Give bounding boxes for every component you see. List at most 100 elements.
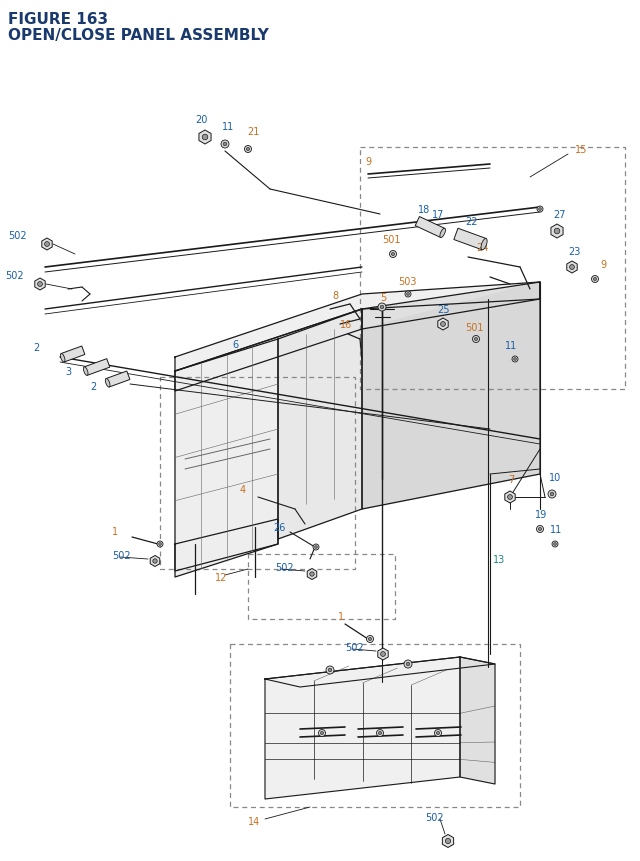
Circle shape (440, 322, 445, 327)
Circle shape (552, 542, 558, 548)
Circle shape (405, 292, 411, 298)
Polygon shape (175, 310, 362, 392)
Text: 502: 502 (5, 270, 24, 281)
Ellipse shape (440, 229, 445, 238)
Polygon shape (61, 347, 85, 362)
Polygon shape (454, 229, 486, 251)
Circle shape (381, 652, 385, 657)
Polygon shape (438, 319, 448, 331)
Circle shape (435, 729, 442, 737)
Polygon shape (307, 569, 317, 579)
Circle shape (536, 526, 543, 533)
Polygon shape (460, 657, 495, 784)
Circle shape (390, 251, 397, 258)
Polygon shape (567, 262, 577, 274)
Circle shape (221, 141, 229, 149)
Polygon shape (265, 657, 495, 687)
Circle shape (326, 666, 334, 674)
Polygon shape (175, 339, 278, 578)
Circle shape (315, 546, 317, 548)
Text: 18: 18 (418, 205, 430, 214)
Circle shape (313, 544, 319, 550)
Circle shape (153, 559, 157, 564)
Circle shape (436, 732, 440, 734)
Circle shape (246, 148, 250, 152)
Circle shape (508, 495, 513, 500)
Ellipse shape (83, 368, 88, 376)
Circle shape (45, 242, 49, 247)
Circle shape (550, 492, 554, 496)
Polygon shape (265, 657, 460, 799)
Text: 12: 12 (215, 573, 227, 582)
Polygon shape (150, 556, 160, 567)
Circle shape (159, 543, 161, 546)
Polygon shape (362, 282, 540, 330)
Circle shape (38, 282, 42, 287)
Circle shape (202, 135, 208, 140)
Polygon shape (42, 238, 52, 251)
Circle shape (512, 356, 518, 362)
Circle shape (328, 668, 332, 672)
Text: 5: 5 (380, 293, 387, 303)
Polygon shape (175, 282, 540, 372)
Ellipse shape (481, 239, 487, 251)
Circle shape (570, 265, 575, 270)
Polygon shape (551, 225, 563, 238)
Text: 13: 13 (493, 554, 505, 564)
Circle shape (538, 528, 541, 531)
Text: 14: 14 (248, 816, 260, 826)
Text: 23: 23 (568, 247, 580, 257)
Circle shape (319, 729, 326, 737)
Text: 25: 25 (437, 305, 449, 314)
Text: FIGURE 163: FIGURE 163 (8, 12, 108, 27)
Text: 17: 17 (432, 210, 444, 220)
Text: 15: 15 (575, 145, 588, 155)
Circle shape (369, 638, 372, 641)
Circle shape (404, 660, 412, 668)
Circle shape (367, 635, 374, 643)
Circle shape (445, 839, 451, 844)
Text: 502: 502 (8, 231, 27, 241)
Text: 3: 3 (65, 367, 71, 376)
Circle shape (472, 336, 479, 343)
Text: 502: 502 (112, 550, 131, 561)
Text: 6: 6 (232, 339, 238, 350)
Text: 9: 9 (365, 157, 371, 167)
Circle shape (380, 306, 384, 309)
Text: 2: 2 (33, 343, 39, 353)
Text: 11: 11 (505, 341, 517, 350)
Circle shape (406, 294, 410, 296)
Polygon shape (362, 282, 540, 510)
Circle shape (392, 253, 395, 257)
Text: 1: 1 (112, 526, 118, 536)
Circle shape (554, 229, 560, 234)
Text: 19: 19 (535, 510, 547, 519)
Circle shape (223, 143, 227, 146)
Circle shape (406, 662, 410, 666)
Polygon shape (199, 131, 211, 145)
Polygon shape (505, 492, 515, 504)
Text: 2: 2 (90, 381, 96, 392)
Text: 11: 11 (550, 524, 563, 535)
Ellipse shape (106, 379, 110, 387)
Polygon shape (442, 834, 454, 847)
Text: 8: 8 (332, 291, 338, 300)
Text: 16: 16 (340, 319, 352, 330)
Circle shape (591, 276, 598, 283)
Text: 11: 11 (222, 122, 234, 132)
Text: 503: 503 (398, 276, 417, 287)
Polygon shape (106, 372, 130, 387)
Polygon shape (35, 279, 45, 291)
Text: 4: 4 (240, 485, 246, 494)
Polygon shape (378, 648, 388, 660)
Text: 26: 26 (273, 523, 285, 532)
Circle shape (539, 208, 541, 211)
Text: 502: 502 (425, 812, 444, 822)
Polygon shape (415, 217, 445, 238)
Circle shape (157, 542, 163, 548)
Text: 22: 22 (465, 217, 477, 226)
Text: 501: 501 (465, 323, 483, 332)
Circle shape (244, 146, 252, 153)
Circle shape (474, 338, 477, 341)
Text: OPEN/CLOSE PANEL ASSEMBLY: OPEN/CLOSE PANEL ASSEMBLY (8, 28, 269, 43)
